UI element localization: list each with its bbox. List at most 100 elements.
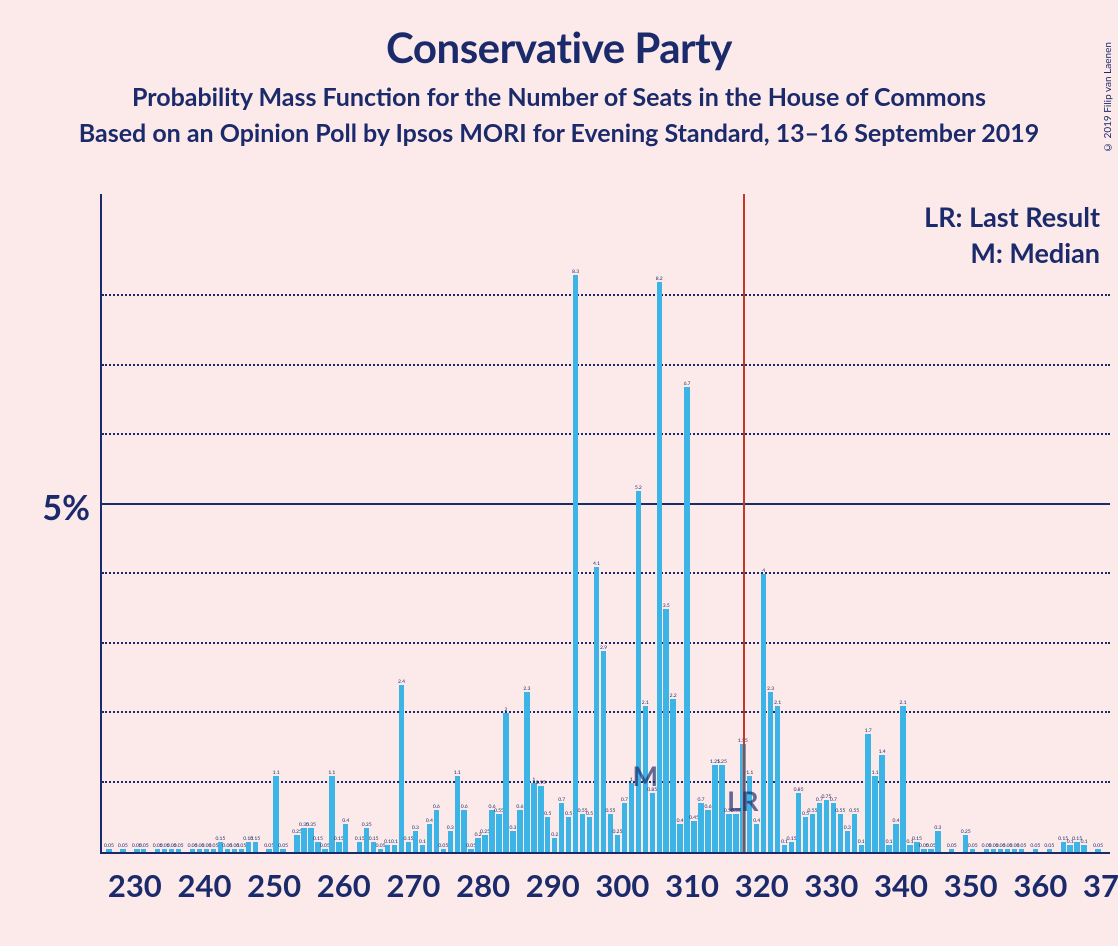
copyright-text: © 2019 Filip van Laenen [1102,42,1114,153]
bar: 0.05 [169,849,174,852]
bar: 0.5 [803,817,808,852]
bar-value-label: 0.3 [844,825,851,831]
bar-value-label: 4 [762,568,765,574]
bar: 0.05 [162,849,167,852]
bar: 0.55 [852,814,857,852]
chart-container: 0.050.050.050.050.050.050.050.050.050.05… [100,194,1110,896]
bar-value-label: 0.5 [544,811,551,817]
legend-lr: LR: Last Result [924,200,1100,233]
bar: 0.05 [134,849,139,852]
bar: 0.4 [893,824,898,852]
bar: 0.7 [698,803,703,852]
bar: 0.05 [204,849,209,852]
bar: 0.05 [984,849,989,852]
bar-value-label: 0.7 [621,797,628,803]
bar: 2.1 [900,706,905,852]
bar-value-label: 0.35 [362,822,372,828]
page-title: Conservative Party [0,22,1118,72]
bar-value-label: 0.15 [313,836,323,842]
last-result-line [743,194,745,852]
bar: 0.1 [859,845,864,852]
y-axis-5pct-label: 5% [42,487,90,528]
bar-value-label: 0.55 [835,808,845,814]
x-tick-label: 270 [386,866,440,904]
bar: 0.55 [838,814,843,852]
bar-value-label: 1.1 [273,770,280,776]
bar: 0.05 [266,849,271,852]
x-tick-label: 230 [108,866,162,904]
bar-value-label: 0.05 [118,843,128,849]
bar: 0.7 [622,803,627,852]
bar: 0.05 [928,849,933,852]
bar-value-label: 0.05 [968,843,978,849]
bar-value-label: 0.05 [139,843,149,849]
bar: 0.15 [1074,842,1079,852]
bar-value-label: 2.1 [642,700,649,706]
bar: 1 [629,783,634,852]
bar-value-label: 0.1 [886,839,893,845]
x-tick-label: 340 [874,866,928,904]
bar: 2.3 [524,692,529,852]
bar: 0.05 [441,849,446,852]
bar: 0.3 [935,831,940,852]
bar-value-label: 1.1 [328,770,335,776]
bar: 0.05 [468,849,473,852]
plot-area: 0.050.050.050.050.050.050.050.050.050.05… [100,194,1110,854]
bar: 0.05 [176,849,181,852]
bar-value-label: 2 [505,707,508,713]
bar: 1 [531,783,536,852]
bar: 0.5 [545,817,550,852]
bar-value-label: 0.15 [369,836,379,842]
bar-value-label: 0.7 [830,797,837,803]
bar: 0.3 [845,831,850,852]
bar: 0.05 [239,849,244,852]
bar-value-label: 2.2 [670,693,677,699]
x-tick-label: 360 [1013,866,1067,904]
bar: 0.7 [559,803,564,852]
bar: 0.05 [141,849,146,852]
bar-value-label: 0.05 [1030,843,1040,849]
bar: 6.7 [684,387,689,852]
bar: 0.05 [322,849,327,852]
bar-value-label: 1.1 [872,770,879,776]
bar: 0.55 [496,814,501,852]
bar: 2.1 [775,706,780,852]
bar-value-label: 0.4 [753,818,760,824]
bar-value-label: 0.35 [306,822,316,828]
bar-value-label: 0.6 [516,804,523,810]
bar-value-label: 1.7 [865,728,872,734]
bar: 0.5 [566,817,571,852]
x-tick-label: 330 [804,866,858,904]
bar: 0.15 [789,842,794,852]
bar: 0.05 [211,849,216,852]
bar: 1.7 [865,734,870,852]
x-tick-label: 310 [665,866,719,904]
bar-value-label: 0.4 [677,818,684,824]
bar: 0.2 [475,838,480,852]
bar-value-label: 0.05 [174,843,184,849]
bar: 0.05 [970,849,975,852]
bar: 0.35 [301,828,306,852]
bar-value-label: 0.05 [104,843,114,849]
bar-value-label: 1.25 [717,759,727,765]
bar-value-label: 0.7 [698,797,705,803]
bars-layer: 0.050.050.050.050.050.050.050.050.050.05… [102,194,1110,852]
bar: 0.1 [1081,845,1086,852]
bar: 0.45 [691,821,696,852]
bar: 1.4 [879,755,884,852]
legend-m: M: Median [970,236,1100,269]
bar-value-label: 0.7 [558,797,565,803]
bar: 0.5 [587,817,592,852]
bar: 0.05 [190,849,195,852]
bar-value-label: 0.1 [1081,839,1088,845]
bar-value-label: 0.05 [1093,843,1103,849]
bar-value-label: 0.5 [565,811,572,817]
bar-value-label: 0.15 [250,836,260,842]
bar: 0.05 [378,849,383,852]
bar-value-label: 1.1 [454,770,461,776]
bar: 0.15 [357,842,362,852]
bar: 0.05 [949,849,954,852]
bar-value-label: 0.05 [278,843,288,849]
bar: 0.7 [817,803,822,852]
bar: 0.6 [705,810,710,852]
